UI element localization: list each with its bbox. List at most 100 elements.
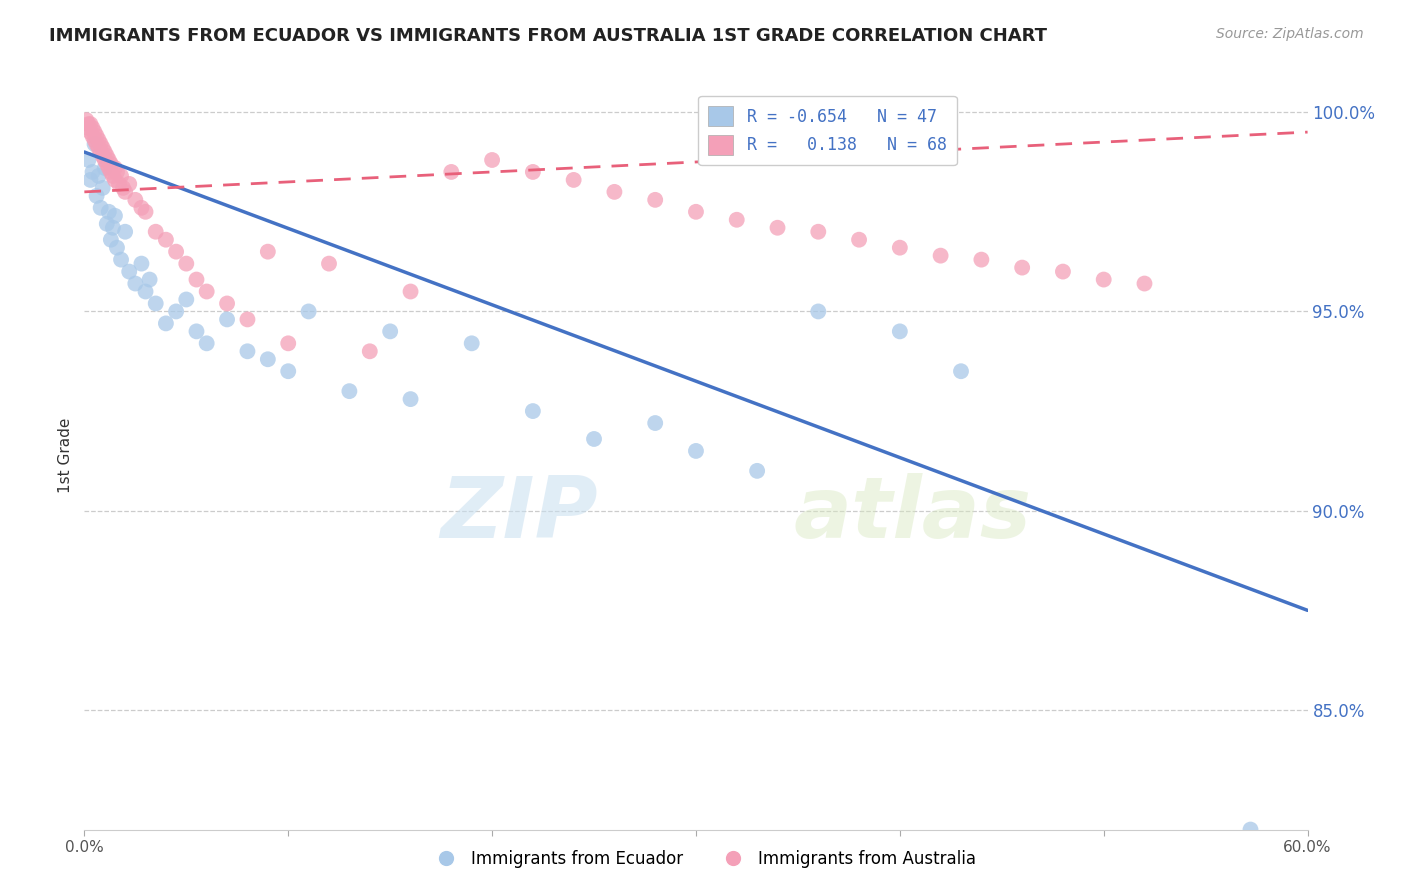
Point — [186, 324, 208, 338]
Point — [124, 277, 146, 291]
Point — [929, 249, 952, 263]
Point — [100, 165, 122, 179]
Point — [97, 161, 120, 175]
Point — [118, 177, 141, 191]
Point — [481, 153, 503, 167]
Point — [236, 312, 259, 326]
Point — [522, 404, 544, 418]
Point — [562, 173, 585, 187]
Point — [440, 165, 463, 179]
Point — [86, 129, 108, 144]
Point — [138, 272, 160, 286]
Point — [90, 145, 112, 159]
Point — [339, 384, 361, 399]
Point — [889, 324, 911, 338]
Point — [83, 133, 105, 147]
Point — [461, 336, 484, 351]
Point — [603, 185, 626, 199]
Point — [399, 392, 422, 406]
Point — [93, 161, 115, 175]
Point — [217, 312, 239, 326]
Point — [298, 304, 321, 318]
Text: atlas: atlas — [794, 474, 1032, 557]
Point — [75, 113, 97, 128]
Point — [110, 169, 132, 183]
Point — [83, 125, 105, 139]
Point — [135, 285, 157, 299]
Point — [96, 149, 118, 163]
Point — [96, 217, 118, 231]
Point — [77, 121, 100, 136]
Point — [87, 141, 110, 155]
Point — [644, 416, 666, 430]
Point — [86, 136, 108, 151]
Point — [950, 364, 973, 378]
Point — [90, 136, 112, 151]
Text: ZIP: ZIP — [440, 474, 598, 557]
Point — [112, 181, 135, 195]
Point — [174, 257, 197, 271]
Point — [186, 272, 208, 286]
Point — [145, 296, 167, 310]
Point — [87, 133, 110, 147]
Point — [77, 117, 100, 131]
Point — [124, 193, 146, 207]
Legend: Immigrants from Ecuador, Immigrants from Australia: Immigrants from Ecuador, Immigrants from… — [423, 844, 983, 875]
Point — [97, 153, 120, 167]
Point — [155, 233, 177, 247]
Point — [359, 344, 381, 359]
Point — [91, 181, 114, 195]
Point — [118, 264, 141, 278]
Point — [165, 244, 187, 259]
Point — [82, 129, 104, 144]
Point — [93, 153, 115, 167]
Point — [725, 212, 748, 227]
Point — [110, 252, 132, 267]
Point — [108, 177, 131, 191]
Point — [104, 209, 127, 223]
Point — [82, 165, 104, 179]
Point — [145, 225, 167, 239]
Point — [114, 185, 136, 199]
Point — [1052, 264, 1074, 278]
Point — [583, 432, 606, 446]
Point — [889, 241, 911, 255]
Point — [155, 317, 177, 331]
Point — [90, 201, 112, 215]
Point — [174, 293, 197, 307]
Y-axis label: 1st Grade: 1st Grade — [58, 417, 73, 492]
Point — [766, 220, 789, 235]
Point — [86, 189, 108, 203]
Point — [93, 145, 115, 159]
Point — [105, 165, 128, 179]
Point — [236, 344, 259, 359]
Text: Source: ZipAtlas.com: Source: ZipAtlas.com — [1216, 27, 1364, 41]
Point — [131, 201, 153, 215]
Point — [131, 257, 153, 271]
Point — [277, 336, 299, 351]
Legend: R = -0.654   N = 47, R =   0.138   N = 68: R = -0.654 N = 47, R = 0.138 N = 68 — [699, 96, 956, 165]
Point — [747, 464, 769, 478]
Point — [101, 220, 124, 235]
Point — [82, 121, 104, 136]
Point — [104, 173, 127, 187]
Point — [91, 149, 114, 163]
Point — [217, 296, 239, 310]
Point — [77, 153, 100, 167]
Point — [848, 233, 870, 247]
Point — [100, 157, 122, 171]
Point — [195, 285, 218, 299]
Point — [83, 136, 105, 151]
Point — [1133, 277, 1156, 291]
Point — [79, 117, 101, 131]
Point — [685, 444, 707, 458]
Point — [807, 225, 830, 239]
Point — [522, 165, 544, 179]
Point — [685, 204, 707, 219]
Point — [114, 225, 136, 239]
Point — [257, 352, 280, 367]
Point — [195, 336, 218, 351]
Point — [970, 252, 993, 267]
Point — [1239, 822, 1261, 837]
Point — [91, 141, 114, 155]
